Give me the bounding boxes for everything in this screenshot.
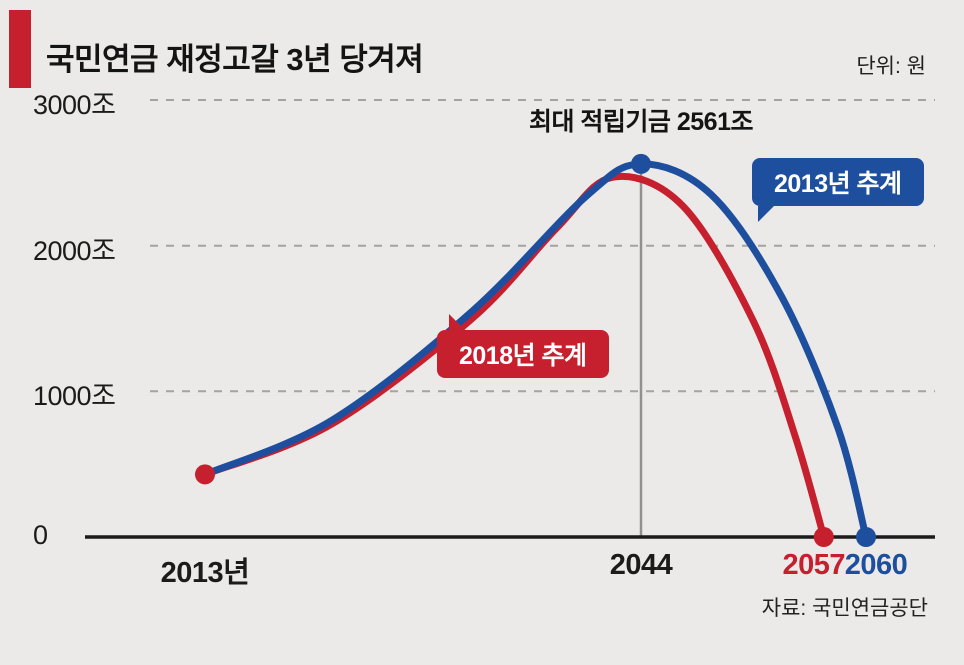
series-callout-2018-label: 2018년 추계 <box>459 342 587 370</box>
data-point-marker <box>195 464 215 485</box>
y-tick-label: 2000조 <box>33 235 116 266</box>
series-callout-2013-label: 2013년 추계 <box>774 170 902 198</box>
y-tick-label: 3000조 <box>33 90 116 120</box>
data-point-marker <box>813 527 834 547</box>
unit-label: 단위: 원 <box>856 55 926 78</box>
series-callout-2013: 2013년 추계 <box>752 158 924 222</box>
y-tick-label: 1000조 <box>33 381 116 412</box>
y-tick-label: 0 <box>33 520 48 550</box>
source-label: 자료: 국민연금공단 <box>761 597 928 620</box>
x-tick-label: 2060 <box>844 549 908 581</box>
x-tick-label: 2013년 <box>160 557 250 589</box>
data-point-marker <box>631 153 651 174</box>
peak-annotation: 최대 적립기금 2561조 <box>528 108 754 136</box>
x-tick-label: 2044 <box>609 549 673 581</box>
callout-tail-down-icon <box>758 206 774 222</box>
chart-title: 국민연금 재정고갈 3년 당겨져 <box>46 42 424 77</box>
callout-tail-up-icon <box>449 314 465 330</box>
data-point-marker <box>856 527 876 547</box>
x-tick-label: 2057 <box>782 549 846 581</box>
title-accent-bar <box>9 10 31 88</box>
series-callout-2018: 2018년 추계 <box>437 314 609 378</box>
